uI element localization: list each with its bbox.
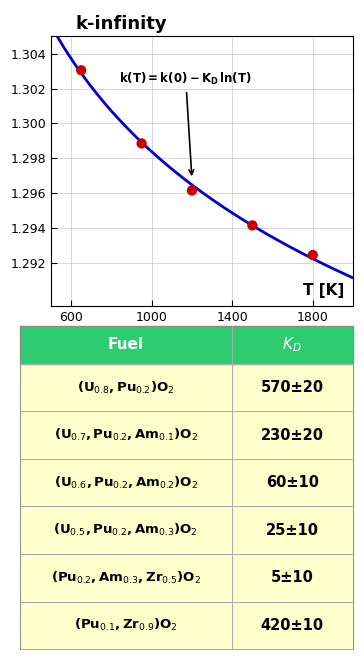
- Text: 420±10: 420±10: [261, 618, 324, 633]
- Point: [78, 65, 84, 76]
- Text: 230±20: 230±20: [261, 428, 324, 443]
- Point: [249, 220, 255, 231]
- Text: 5±10: 5±10: [271, 570, 314, 585]
- Text: $K_D$: $K_D$: [282, 335, 302, 355]
- Text: 570±20: 570±20: [261, 380, 324, 395]
- Text: Fuel: Fuel: [108, 337, 144, 353]
- Text: T [K]: T [K]: [303, 283, 344, 299]
- Text: $\mathbf{(Pu}_{0.2}\mathbf{,Am}_{0.3}\mathbf{,Zr}_{0.5}\mathbf{)O}_{2}\mathbf{}$: $\mathbf{(Pu}_{0.2}\mathbf{,Am}_{0.3}\ma…: [51, 570, 201, 586]
- Text: $\mathbf{(U}_{0.7}\mathbf{,Pu}_{0.2}\mathbf{,Am}_{0.1}\mathbf{)O}_{2}\mathbf{}$: $\mathbf{(U}_{0.7}\mathbf{,Pu}_{0.2}\mat…: [54, 427, 198, 443]
- Text: $\mathbf{(U}_{0.8}\mathbf{,Pu}_{0.2}\mathbf{)O}_{2}\mathbf{}$: $\mathbf{(U}_{0.8}\mathbf{,Pu}_{0.2}\mat…: [77, 380, 175, 395]
- Point: [139, 138, 145, 149]
- Text: 60±10: 60±10: [266, 475, 319, 490]
- Point: [189, 185, 195, 196]
- Text: $\mathbf{(Pu}_{0.1}\mathbf{,Zr}_{0.9}\mathbf{)O}_{2}\mathbf{}$: $\mathbf{(Pu}_{0.1}\mathbf{,Zr}_{0.9}\ma…: [74, 617, 178, 633]
- Text: $\mathbf{(U}_{0.5}\mathbf{,Pu}_{0.2}\mathbf{,Am}_{0.3}\mathbf{)O}_{2}\mathbf{}$: $\mathbf{(U}_{0.5}\mathbf{,Pu}_{0.2}\mat…: [54, 522, 198, 538]
- Text: 25±10: 25±10: [266, 523, 319, 538]
- Text: $\mathbf{(U}_{0.6}\mathbf{,Pu}_{0.2}\mathbf{,Am}_{0.2}\mathbf{)O}_{2}\mathbf{}$: $\mathbf{(U}_{0.6}\mathbf{,Pu}_{0.2}\mat…: [54, 474, 198, 491]
- Point: [310, 250, 316, 260]
- Text: k-infinity: k-infinity: [75, 15, 167, 34]
- Text: $\mathbf{k(T) = k(0) - K_D\,ln(T)}$: $\mathbf{k(T) = k(0) - K_D\,ln(T)}$: [119, 71, 252, 175]
